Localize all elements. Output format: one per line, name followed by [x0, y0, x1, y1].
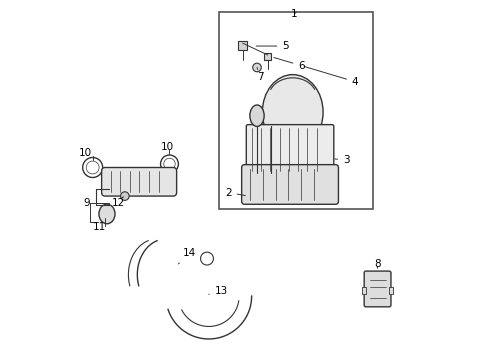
Bar: [219, 12, 372, 208]
Text: 8: 8: [373, 259, 380, 269]
Bar: [388, 287, 393, 294]
Text: 14: 14: [178, 248, 195, 264]
FancyBboxPatch shape: [246, 125, 333, 175]
Text: 2: 2: [224, 188, 245, 198]
Circle shape: [121, 192, 129, 201]
Text: 9: 9: [83, 198, 90, 208]
Bar: [264, 53, 271, 60]
Ellipse shape: [262, 75, 323, 150]
Text: 1: 1: [290, 9, 297, 19]
Text: 12: 12: [112, 198, 125, 208]
Text: 6: 6: [273, 58, 305, 71]
FancyBboxPatch shape: [364, 271, 390, 307]
Text: 10: 10: [161, 142, 174, 152]
FancyBboxPatch shape: [241, 165, 338, 204]
FancyBboxPatch shape: [102, 167, 176, 196]
Circle shape: [252, 63, 261, 72]
Text: 7: 7: [257, 67, 264, 82]
Text: 4: 4: [304, 67, 358, 87]
Text: 5: 5: [256, 41, 288, 51]
Ellipse shape: [249, 105, 264, 126]
Text: 13: 13: [208, 286, 227, 296]
Text: 10: 10: [79, 148, 92, 158]
Ellipse shape: [99, 204, 115, 224]
Text: 3: 3: [334, 156, 349, 165]
Bar: [238, 41, 247, 50]
Bar: [361, 287, 365, 294]
Text: 11: 11: [93, 222, 106, 232]
